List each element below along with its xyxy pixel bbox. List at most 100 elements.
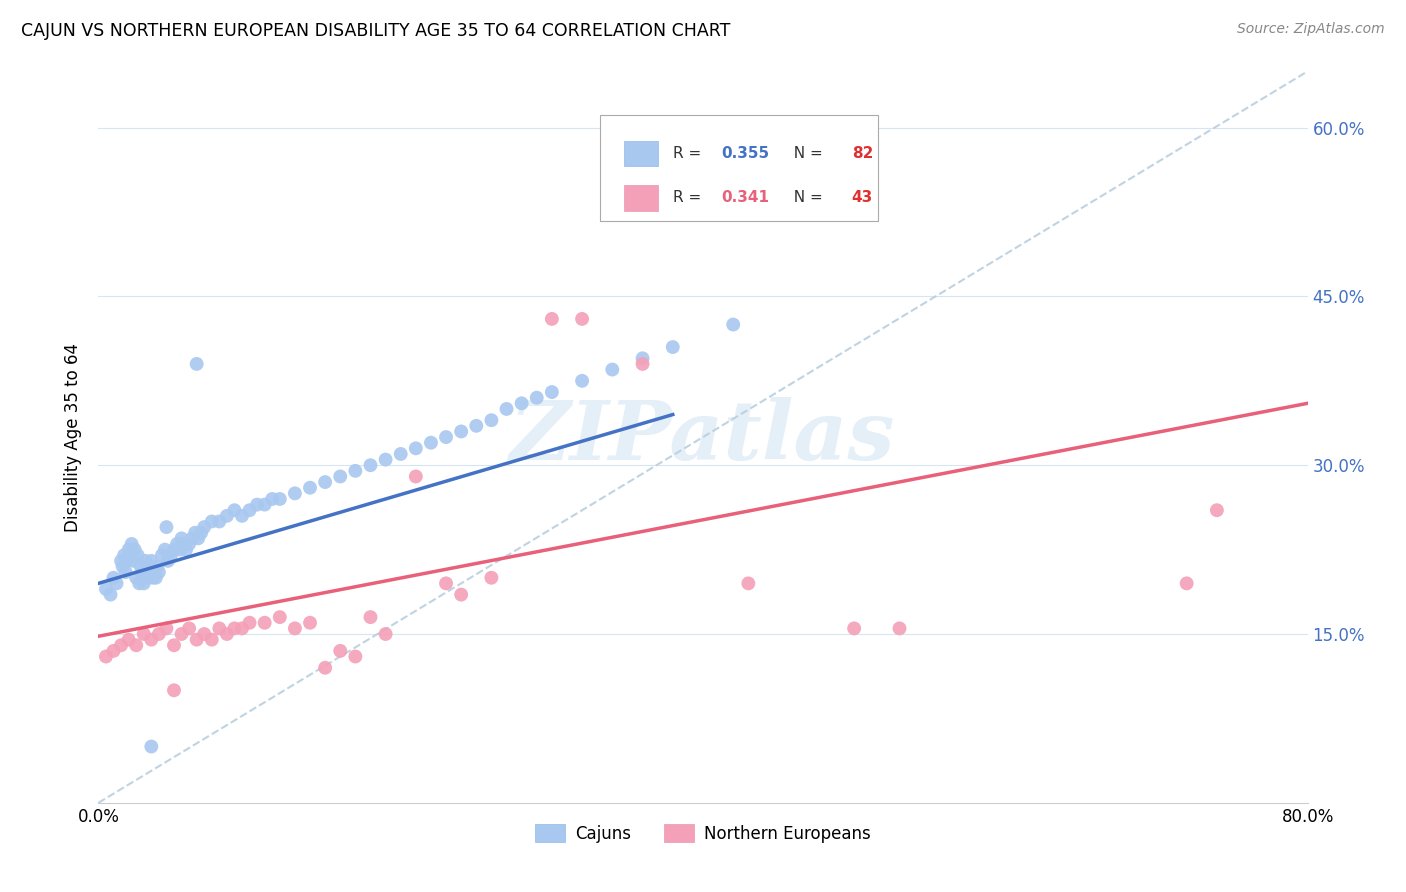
Point (631, 357, 654, 371)
Point (374, 452, 396, 467)
Point (103, 571, 125, 585)
Point (122, 554, 145, 568)
Point (114, 565, 136, 579)
Point (201, 632, 224, 647)
Point (193, 520, 215, 534)
Text: 0.341: 0.341 (721, 190, 769, 205)
FancyBboxPatch shape (600, 115, 879, 221)
Point (284, 621, 307, 635)
Point (169, 542, 191, 557)
Point (174, 542, 197, 557)
Point (121, 537, 143, 551)
Text: 0.355: 0.355 (721, 146, 769, 161)
Point (125, 638, 148, 652)
Point (131, 565, 153, 579)
Point (110, 554, 132, 568)
Point (166, 537, 188, 551)
Point (150, 548, 173, 562)
Text: ZIPatlas: ZIPatlas (510, 397, 896, 477)
Point (889, 621, 911, 635)
Point (246, 498, 269, 512)
Bar (624, 186, 658, 211)
Point (844, 621, 866, 635)
Point (723, 318, 745, 332)
Point (128, 576, 150, 591)
Legend: Cajuns, Northern Europeans: Cajuns, Northern Europeans (529, 818, 877, 849)
Point (571, 374, 593, 388)
Point (163, 542, 186, 557)
Point (190, 525, 212, 540)
Point (405, 469, 427, 483)
Point (163, 638, 186, 652)
Point (284, 486, 307, 500)
Point (145, 571, 167, 585)
Point (179, 621, 201, 635)
Point (224, 621, 246, 635)
Point (239, 615, 262, 630)
Point (526, 391, 548, 405)
Point (1206, 503, 1229, 517)
Point (405, 442, 427, 456)
Point (360, 610, 382, 624)
Point (344, 649, 367, 664)
Point (148, 627, 170, 641)
Point (156, 554, 179, 568)
Point (193, 627, 215, 641)
Text: 43: 43 (852, 190, 873, 205)
Point (262, 491, 284, 506)
Point (153, 542, 176, 557)
Point (253, 615, 276, 630)
Point (186, 632, 208, 647)
Point (160, 548, 183, 562)
Point (120, 548, 142, 562)
Text: Source: ZipAtlas.com: Source: ZipAtlas.com (1237, 22, 1385, 37)
Point (127, 548, 149, 562)
Point (100, 588, 122, 602)
Point (314, 475, 336, 489)
Text: R =: R = (673, 146, 706, 161)
Point (112, 548, 135, 562)
Point (661, 340, 683, 354)
Point (661, 199, 683, 213)
Point (571, 312, 593, 326)
Point (125, 571, 148, 585)
Point (170, 532, 193, 546)
Point (134, 554, 156, 568)
Point (231, 508, 253, 523)
Point (239, 503, 262, 517)
Point (111, 559, 134, 574)
Point (186, 357, 208, 371)
Point (172, 537, 194, 551)
Point (142, 571, 165, 585)
Point (737, 576, 759, 591)
Point (510, 396, 533, 410)
Point (215, 627, 238, 641)
Point (181, 532, 204, 546)
Point (118, 542, 141, 557)
Point (269, 491, 291, 506)
Point (299, 481, 322, 495)
Y-axis label: Disability Age 35 to 64: Disability Age 35 to 64 (65, 343, 83, 532)
Point (481, 413, 503, 427)
Point (118, 632, 141, 647)
Point (94, 649, 117, 664)
Point (360, 458, 382, 473)
Point (329, 469, 352, 483)
Point (141, 739, 163, 754)
Point (187, 532, 209, 546)
Point (420, 435, 443, 450)
Point (124, 542, 146, 557)
Point (495, 401, 517, 416)
Point (450, 425, 472, 439)
Point (253, 498, 276, 512)
Point (148, 565, 170, 579)
Point (389, 447, 412, 461)
Bar (624, 141, 658, 166)
Point (231, 621, 253, 635)
Point (215, 508, 238, 523)
Point (155, 621, 177, 635)
Text: N =: N = (785, 146, 828, 161)
Point (135, 571, 157, 585)
Point (163, 683, 186, 698)
Point (129, 559, 152, 574)
